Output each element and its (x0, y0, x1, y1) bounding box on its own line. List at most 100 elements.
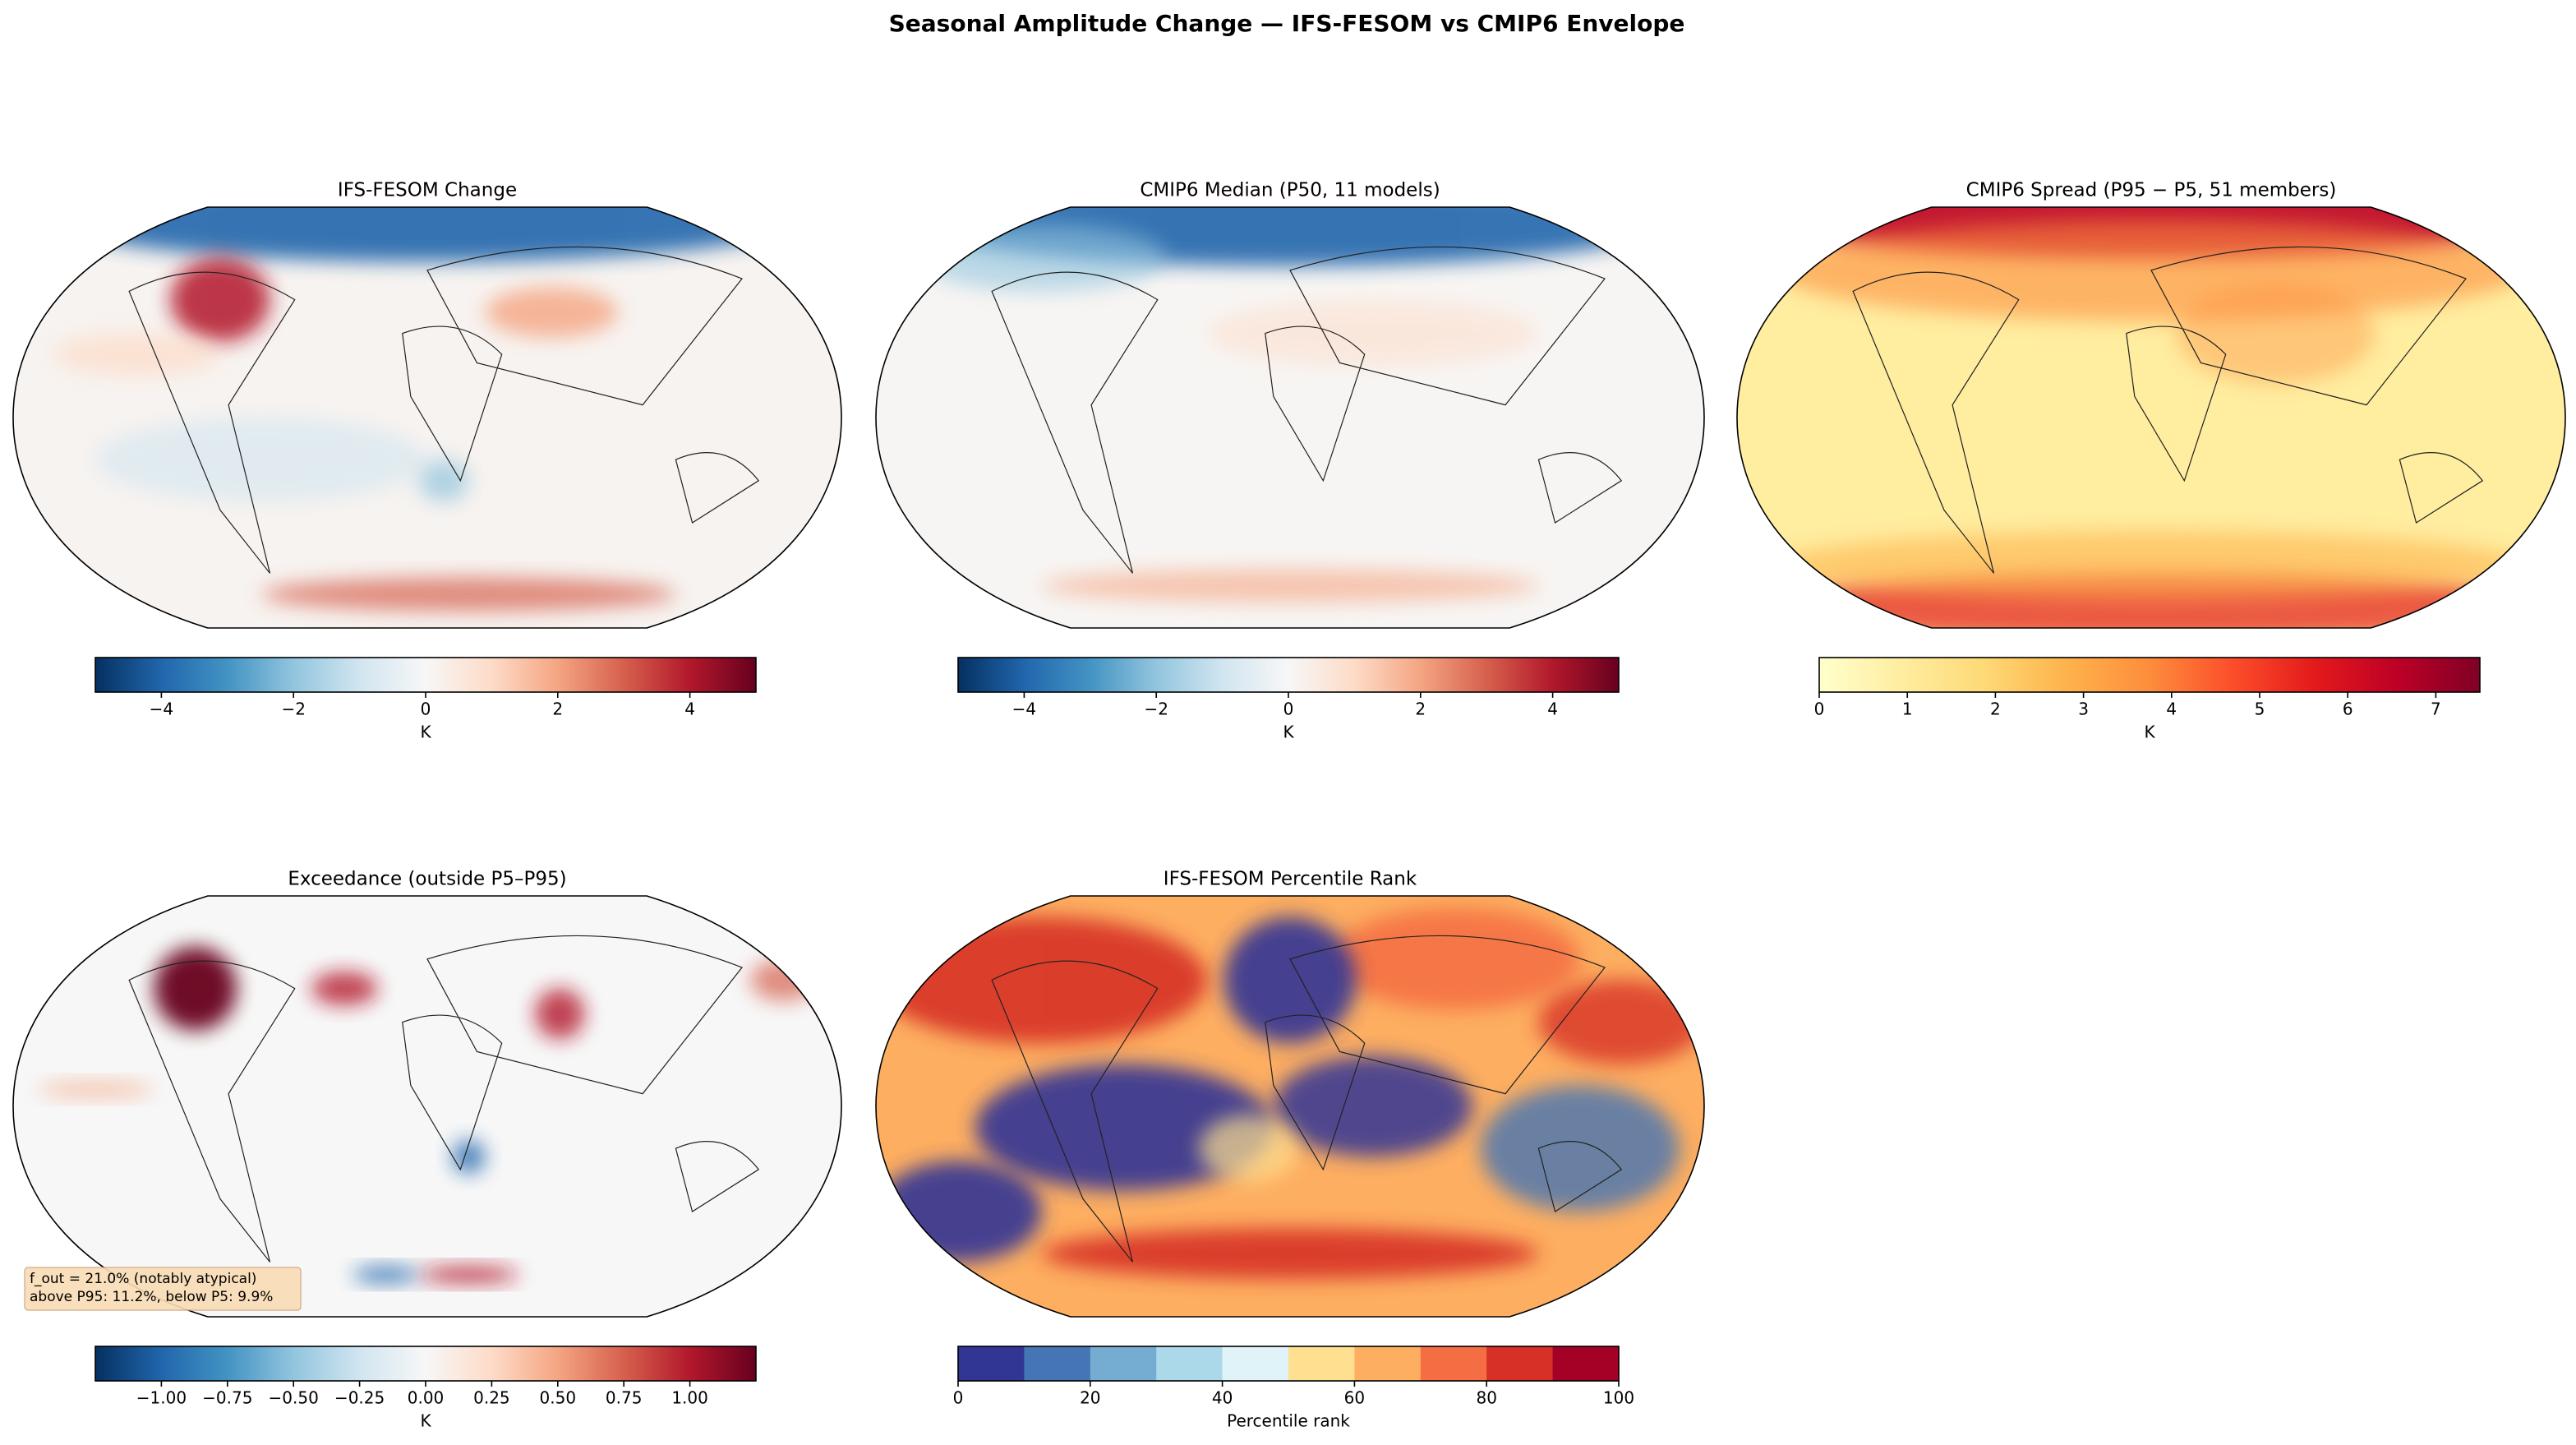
map-field (13, 207, 841, 628)
coastline (1852, 246, 2484, 574)
map-feature (311, 972, 378, 1006)
map-border (875, 895, 1705, 1318)
map-feature (418, 459, 469, 502)
coastline (128, 935, 760, 1263)
colorbar-bin (1420, 1346, 1487, 1381)
map (1737, 207, 2565, 628)
coastline (128, 246, 760, 574)
colorbar-tick-label: 2 (1990, 699, 2001, 719)
colorbar-bin (1090, 1346, 1157, 1381)
colorbar-fill (1819, 658, 2480, 692)
colorbar-frame (1818, 657, 2481, 693)
colorbar-tick-label: 100 (1603, 1388, 1634, 1408)
map-border (12, 206, 842, 629)
map (876, 207, 1704, 628)
map-feature (154, 946, 237, 1031)
map-feature (54, 207, 800, 262)
colorbar-tick-label: 2 (552, 699, 563, 719)
map-feature (54, 333, 220, 376)
colorbar-label: Percentile rank (1227, 1411, 1350, 1431)
panel-title: IFS-FESOM Change (338, 180, 517, 201)
map-field (13, 896, 841, 1317)
colorbar-tick-label: 1 (1902, 699, 1913, 719)
map-feature (2176, 283, 2376, 385)
colorbar-tick-label: 0.75 (606, 1388, 643, 1408)
colorbar-bin (1288, 1346, 1355, 1381)
map-feature (1207, 299, 1539, 367)
map-feature (95, 418, 427, 502)
coastline (991, 935, 1623, 1263)
colorbar-tick-label: 0.00 (408, 1388, 445, 1408)
annotation-text: above P95: 11.2%, below P5: 9.9% (30, 1289, 273, 1305)
annotation-text: f_out = 21.0% (notably atypical) (30, 1271, 256, 1287)
colorbar: −4 −2 0 2 4 K (94, 657, 757, 742)
colorbar-tick-label: −0.25 (334, 1388, 385, 1408)
panel-title: CMIP6 Median (P50, 11 models) (1140, 180, 1440, 201)
map-feature (1273, 1055, 1472, 1157)
map-feature (170, 257, 270, 342)
colorbar-tick-label: 40 (1212, 1388, 1233, 1408)
panel-title: CMIP6 Spread (P95 − P5, 51 members) (1966, 180, 2337, 201)
colorbar-tick-label: 0.25 (473, 1388, 510, 1408)
colorbar-tick-label: −2 (1144, 699, 1168, 719)
colorbar: 0 20 40 60 80 100 Percentile rank (953, 1346, 1634, 1431)
map-border (12, 895, 842, 1318)
colorbar-tick-label: 0 (421, 699, 431, 719)
colorbar-fill (95, 658, 756, 692)
map-feature (1223, 916, 1357, 1044)
colorbar: −4 −2 0 2 4 K (957, 657, 1620, 742)
map-feature (261, 577, 676, 612)
map-border (875, 206, 1705, 629)
colorbar-bin (1024, 1346, 1091, 1381)
colorbar-tick-label: 80 (1476, 1388, 1496, 1408)
colorbar-tick-label: 1.00 (671, 1388, 708, 1408)
colorbar-tick-label: 20 (1080, 1388, 1100, 1408)
colorbar-tick-label: 2 (1415, 699, 1426, 719)
colorbar-label: K (2144, 722, 2155, 742)
map (876, 896, 1704, 1317)
map-feature (1538, 980, 1704, 1064)
colorbar-tick-label: 60 (1344, 1388, 1365, 1408)
colorbar-tick-label: 4 (684, 699, 695, 719)
colorbar-tick-label: 3 (2078, 699, 2089, 719)
panel-title: IFS-FESOM Percentile Rank (1164, 869, 1417, 890)
colorbar-tick-label: 4 (1547, 699, 1558, 719)
colorbar-tick-label: −4 (1012, 699, 1036, 719)
colorbar-tick-label: −4 (150, 699, 173, 719)
map-feature (38, 1081, 154, 1098)
colorbar-tick-label: 5 (2255, 699, 2265, 719)
colorbar: 0 1 2 3 4 5 6 7 K (1814, 657, 2481, 742)
coastline (991, 246, 1623, 574)
colorbar-bin (1222, 1346, 1289, 1381)
map-feature (1778, 531, 2524, 599)
colorbar-label: K (1283, 722, 1294, 742)
colorbar-tick-label: 0 (953, 1388, 964, 1408)
colorbar-bin (1156, 1346, 1223, 1381)
colorbar-bin (958, 1346, 1025, 1381)
colorbar-tick-label: −0.75 (202, 1388, 252, 1408)
colorbar-label: K (420, 722, 431, 742)
colorbar-tick-label: 0 (1283, 699, 1294, 719)
map-feature (1041, 1228, 1539, 1279)
map (13, 896, 841, 1317)
colorbar-fill (95, 1346, 756, 1381)
colorbar-tick-label: 0 (1814, 699, 1825, 719)
colorbar-label: K (420, 1411, 431, 1431)
map-feature (535, 988, 585, 1040)
colorbar-tick-label: −1.00 (136, 1388, 187, 1408)
map-feature (975, 1064, 1274, 1191)
colorbar-tick-label: −0.50 (269, 1388, 319, 1408)
map-feature (353, 1266, 419, 1284)
colorbar-tick-label: 0.50 (540, 1388, 577, 1408)
colorbar-tick-label: 7 (2431, 699, 2441, 719)
colorbar-bin (1354, 1346, 1422, 1381)
panel-title: Exceedance (outside P5–P95) (288, 869, 566, 890)
map-feature (452, 1139, 486, 1174)
colorbar: −1.00 −0.75 −0.50 −0.25 0.00 0.25 0.50 0.75 1.00… (94, 1346, 757, 1431)
colorbar-tick-label: 6 (2343, 699, 2353, 719)
map-feature (1480, 1085, 1680, 1212)
colorbar-tick-label: 4 (2166, 699, 2177, 719)
colorbar-bin (1552, 1346, 1620, 1381)
map (13, 207, 841, 628)
